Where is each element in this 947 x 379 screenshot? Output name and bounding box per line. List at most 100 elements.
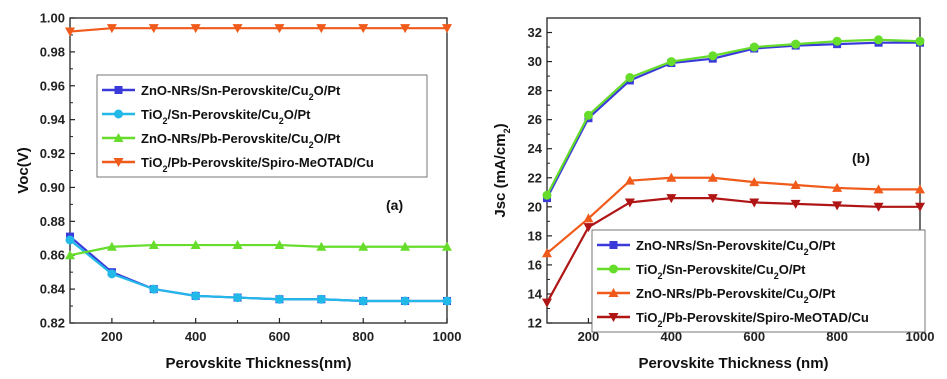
data-point <box>583 223 594 233</box>
x-tick-label: 800 <box>352 329 374 344</box>
y-tick-label: 28 <box>528 83 542 98</box>
text-part: O/Pt <box>314 83 341 98</box>
y-tick-label: 0.92 <box>40 146 65 161</box>
panel-label: (a) <box>386 197 403 213</box>
data-point <box>749 198 760 208</box>
data-point <box>274 294 284 304</box>
text-part: O/Pt <box>314 131 341 146</box>
data-point <box>65 27 75 37</box>
data-point <box>749 177 760 187</box>
text-part: O/Pt <box>809 238 836 253</box>
y-tick-label: 32 <box>528 25 542 40</box>
legend-entry: TiO2/Sn-Perovskite/Cu2O/Pt <box>141 107 311 126</box>
data-point <box>400 24 411 34</box>
y-tick-label: 0.86 <box>40 248 65 263</box>
data-point <box>190 24 201 34</box>
data-point <box>542 190 552 200</box>
subscript: 2 <box>309 140 314 150</box>
y-tick-label: 24 <box>528 141 543 156</box>
data-point <box>358 296 368 306</box>
data-point <box>666 57 676 67</box>
legend: ZnO-NRs/Sn-Perovskite/Cu2O/PtTiO2/Sn-Per… <box>591 229 926 333</box>
data-point <box>65 235 75 245</box>
x-tick-label: 200 <box>101 329 123 344</box>
data-point <box>316 24 327 34</box>
legend-entry: ZnO-NRs/Pb-Perovskite/Cu2O/Pt <box>636 286 836 305</box>
data-point <box>106 241 117 251</box>
data-point <box>233 293 243 303</box>
subscript: 2 <box>502 128 512 133</box>
data-point <box>832 36 842 46</box>
data-point <box>107 269 117 279</box>
text-part: TiO <box>141 155 162 170</box>
y-tick-label: 0.84 <box>40 282 66 297</box>
subscript: 2 <box>804 247 809 257</box>
legend-entry: ZnO-NRs/Pb-Perovskite/Cu2O/Pt <box>141 131 341 150</box>
y-tick-label: 30 <box>528 54 542 69</box>
text-part: ZnO-NRs/Pb-Perovskite/Cu <box>141 131 309 146</box>
legend-entry: TiO2/Pb-Perovskite/Spiro-MeOTAD/Cu <box>636 310 869 329</box>
data-point <box>400 241 411 251</box>
y-axis-title: Voc(V) <box>15 147 32 193</box>
subscript: 2 <box>657 271 662 281</box>
data-point <box>791 39 801 49</box>
series-line <box>546 196 920 304</box>
data-point <box>542 248 552 258</box>
data-point <box>274 24 285 34</box>
y-tick-label: 20 <box>528 199 542 214</box>
y-tick-label: 12 <box>528 316 542 331</box>
legend-swatch-marker <box>114 86 123 94</box>
data-point <box>442 24 452 34</box>
data-point <box>358 241 369 251</box>
series-group <box>65 24 452 306</box>
text-part: O/Pt <box>779 262 806 277</box>
legend-swatch-marker <box>113 158 124 167</box>
voc-chart: 0.82 0.84 0.86 0.88 0.90 0.92 0.94 0.96 0.98 1.00… <box>15 11 461 373</box>
data-point <box>832 201 843 211</box>
data-point <box>749 42 759 52</box>
x-tick-label: 1000 <box>433 329 462 344</box>
data-point <box>915 202 925 212</box>
data-point <box>583 110 593 120</box>
x-tick-label: 800 <box>826 329 848 344</box>
data-point <box>65 250 75 260</box>
legend-swatch-marker <box>609 241 618 249</box>
subscript: 2 <box>162 164 167 174</box>
series-line <box>69 239 447 303</box>
data-point <box>666 172 677 182</box>
text-part: ) <box>492 123 509 128</box>
x-tick-label: 400 <box>185 329 207 344</box>
series-line <box>546 41 920 199</box>
y-tick-label: 1.00 <box>40 11 65 26</box>
text-part: /Pb-Perovskite/Spiro-MeOTAD/Cu <box>167 155 373 170</box>
data-point <box>191 291 201 301</box>
data-point <box>874 35 884 45</box>
data-point <box>148 24 159 34</box>
data-point <box>190 240 201 250</box>
series-group <box>542 35 925 308</box>
series-line <box>69 27 447 33</box>
legend-swatch-marker <box>608 313 619 322</box>
y-tick-label: 22 <box>528 170 542 185</box>
data-point <box>542 298 552 308</box>
legend: ZnO-NRs/Sn-Perovskite/Cu2O/PtTiO2/Sn-Per… <box>96 74 428 178</box>
legend-entry: ZnO-NRs/Sn-Perovskite/Cu2O/Pt <box>636 238 836 257</box>
legend-box <box>591 229 926 333</box>
text-part: TiO <box>636 310 657 325</box>
data-point <box>400 296 410 306</box>
y-tick-label: 16 <box>528 257 542 272</box>
data-point <box>316 294 326 304</box>
series-line <box>546 38 921 196</box>
text-part: ZnO-NRs/Pb-Perovskite/Cu <box>636 286 804 301</box>
y-tick-label: 0.98 <box>40 44 65 59</box>
text-part: ZnO-NRs/Sn-Perovskite/Cu <box>636 238 804 253</box>
subscript: 2 <box>162 116 167 126</box>
legend-swatch-marker <box>114 109 123 119</box>
text-part: O/Pt <box>809 286 836 301</box>
data-point <box>316 241 327 251</box>
data-point <box>149 284 159 294</box>
data-point <box>873 202 884 212</box>
data-point <box>358 24 369 34</box>
data-point <box>708 51 718 61</box>
